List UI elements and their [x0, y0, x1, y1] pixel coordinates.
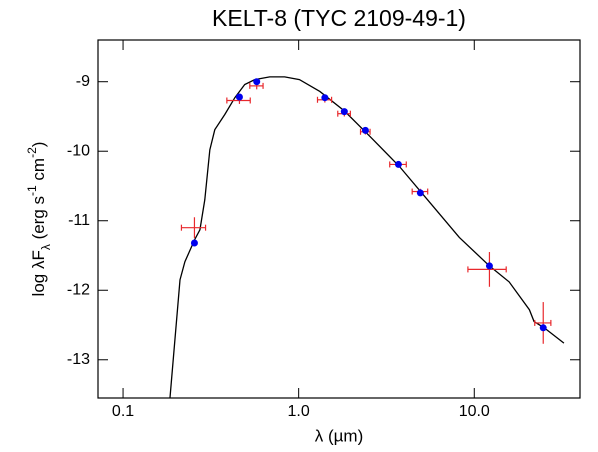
model-point — [321, 94, 329, 102]
y-label-part: (erg s — [29, 196, 48, 244]
y-label-part: -2 — [25, 147, 39, 158]
y-tick-label: -12 — [67, 281, 90, 298]
model-point — [394, 160, 402, 168]
error-bar — [467, 252, 507, 287]
y-axis-label: log λFλ (erg s-1 cm-2) — [25, 142, 53, 297]
chart-title: KELT-8 (TYC 2109-49-1) — [212, 5, 466, 31]
error-bar — [180, 217, 207, 239]
y-tick-label: -10 — [67, 142, 90, 159]
plot-frame — [97, 39, 581, 399]
model-point — [190, 239, 198, 247]
y-tick-label: -11 — [68, 212, 90, 229]
x-axis-label: λ (µm) — [315, 426, 364, 445]
x-tick-label: 0.1 — [112, 403, 134, 420]
x-tick-label: 1.0 — [288, 403, 310, 420]
y-label-part: λ — [39, 244, 53, 250]
y-label-part: log λF — [29, 250, 48, 296]
y-tick-label: -13 — [67, 351, 90, 368]
model-point — [235, 93, 243, 101]
error-bar — [534, 302, 552, 344]
y-tick-label: -9 — [76, 73, 90, 90]
model-point — [361, 126, 369, 134]
y-label-part: -1 — [25, 185, 39, 196]
y-label-part: ) — [29, 142, 48, 148]
x-tick-label: 10.0 — [459, 403, 490, 420]
y-label-part: cm — [29, 158, 48, 185]
model-point — [416, 189, 424, 197]
model-point — [485, 262, 493, 270]
model-point — [253, 78, 261, 86]
model-point — [340, 108, 348, 116]
model-curve — [169, 76, 565, 398]
model-point — [539, 324, 547, 332]
